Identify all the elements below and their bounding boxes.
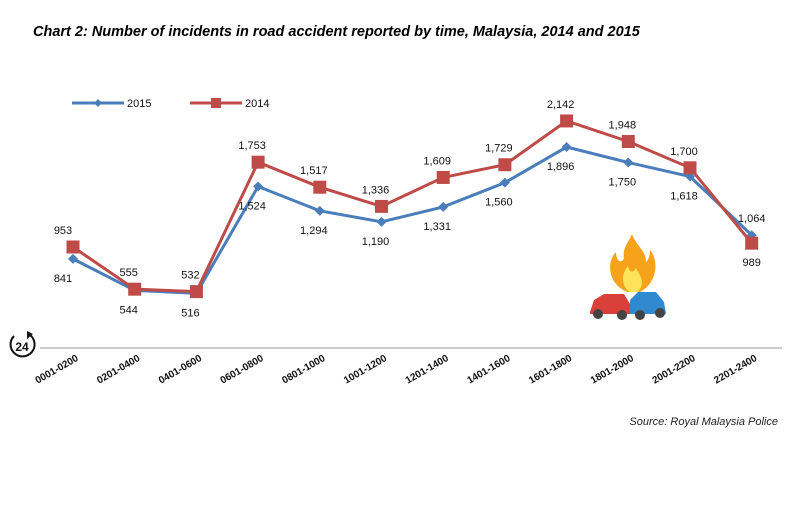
data-label-2015: 841 xyxy=(54,273,72,285)
data-label-2014: 532 xyxy=(181,270,199,282)
data-point-2014 xyxy=(375,199,388,213)
legend-marker-2014 xyxy=(211,98,221,108)
data-point-2014 xyxy=(498,158,512,172)
data-label-2015: 1,064 xyxy=(738,213,766,225)
data-point-2014 xyxy=(189,285,203,299)
data-point-2014 xyxy=(745,236,759,250)
x-tick-label: 2201-2400 xyxy=(712,353,759,387)
series-line-2014 xyxy=(72,119,753,294)
data-point-2014 xyxy=(251,155,265,169)
car-crash-icon xyxy=(590,234,666,320)
data-label-2014: 1,336 xyxy=(362,184,390,196)
svg-text:24: 24 xyxy=(15,340,29,354)
legend-label-2014: 2014 xyxy=(245,98,269,110)
data-label-2014: 1,753 xyxy=(238,140,266,152)
data-point-2015 xyxy=(438,201,449,212)
data-point-2015 xyxy=(253,181,264,192)
x-tick-label: 1801-2000 xyxy=(589,353,636,387)
data-label-2015: 1,294 xyxy=(300,225,328,237)
data-label-2014: 953 xyxy=(54,225,72,237)
source-note: Source: Royal Malaysia Police xyxy=(629,416,778,428)
x-tick-label: 0001-0200 xyxy=(34,353,81,387)
data-label-2015: 1,896 xyxy=(547,161,575,173)
data-label-2015: 1,331 xyxy=(423,221,451,233)
x-tick-label: 0201-0400 xyxy=(95,353,142,387)
data-label-2014: 555 xyxy=(120,267,138,279)
data-point-2014 xyxy=(66,240,80,254)
data-point-2015 xyxy=(314,205,325,216)
data-point-2015 xyxy=(561,142,572,153)
data-point-2014 xyxy=(621,135,635,149)
x-tick-labels: 0001-0200 0201-0400 0401-0600 0601-0800 0801… xyxy=(34,353,760,387)
data-point-2014 xyxy=(683,161,697,175)
series-group: 841 544 516 1,524 1,294 1,190 1,331 1,560 1,896 1… xyxy=(54,99,766,319)
data-label-2015: 1,750 xyxy=(609,177,637,189)
data-label-2015: 1,618 xyxy=(670,190,698,202)
x-tick-label: 0401-0600 xyxy=(157,353,204,387)
data-label-2014: 1,700 xyxy=(670,146,698,158)
x-tick-label: 1001-1200 xyxy=(342,353,389,387)
data-point-2014 xyxy=(313,180,327,194)
x-tick-label: 1601-1800 xyxy=(527,353,574,387)
series-line-2015 xyxy=(72,145,753,295)
data-point-2015 xyxy=(68,253,78,264)
data-point-2015 xyxy=(623,157,634,168)
data-label-2014: 989 xyxy=(743,257,761,269)
x-tick-label: 1201-1400 xyxy=(404,353,451,387)
x-tick-label: 2001-2200 xyxy=(651,353,698,387)
x-tick-label: 1401-1600 xyxy=(465,353,512,387)
clock-24-logo: 24 xyxy=(9,331,36,358)
data-label-2014: 1,609 xyxy=(423,155,451,167)
data-point-2015 xyxy=(376,216,387,227)
data-label-2015: 516 xyxy=(181,307,199,319)
legend: 2015 2014 xyxy=(72,98,269,110)
data-point-2014 xyxy=(560,114,574,128)
data-label-2014: 1,948 xyxy=(609,120,637,132)
data-point-2015 xyxy=(499,177,510,188)
legend-label-2015: 2015 xyxy=(127,98,151,110)
data-label-2015: 1,190 xyxy=(362,236,390,248)
data-point-2014 xyxy=(436,170,450,184)
data-label-2014: 1,729 xyxy=(485,143,513,155)
x-tick-label: 0801-1000 xyxy=(280,353,327,387)
data-label-2015: 544 xyxy=(120,304,138,316)
data-label-2015: 1,524 xyxy=(238,200,266,212)
legend-marker-2015 xyxy=(94,99,102,107)
data-label-2014: 1,517 xyxy=(300,165,328,177)
data-point-2014 xyxy=(128,282,142,296)
data-label-2014: 2,142 xyxy=(547,99,575,111)
data-label-2015: 1,560 xyxy=(485,197,513,209)
x-tick-label: 0601-0800 xyxy=(219,353,266,387)
chart-title: Chart 2: Number of incidents in road acc… xyxy=(33,24,640,40)
